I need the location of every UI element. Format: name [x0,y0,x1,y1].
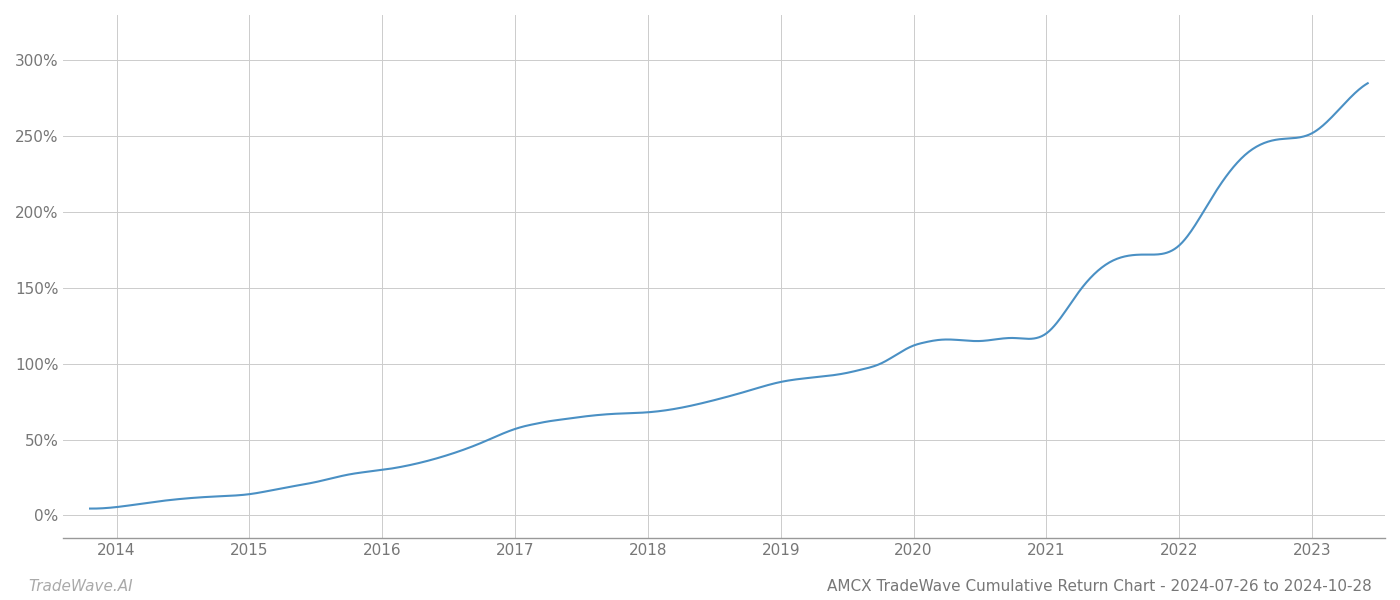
Text: TradeWave.AI: TradeWave.AI [28,579,133,594]
Text: AMCX TradeWave Cumulative Return Chart - 2024-07-26 to 2024-10-28: AMCX TradeWave Cumulative Return Chart -… [827,579,1372,594]
